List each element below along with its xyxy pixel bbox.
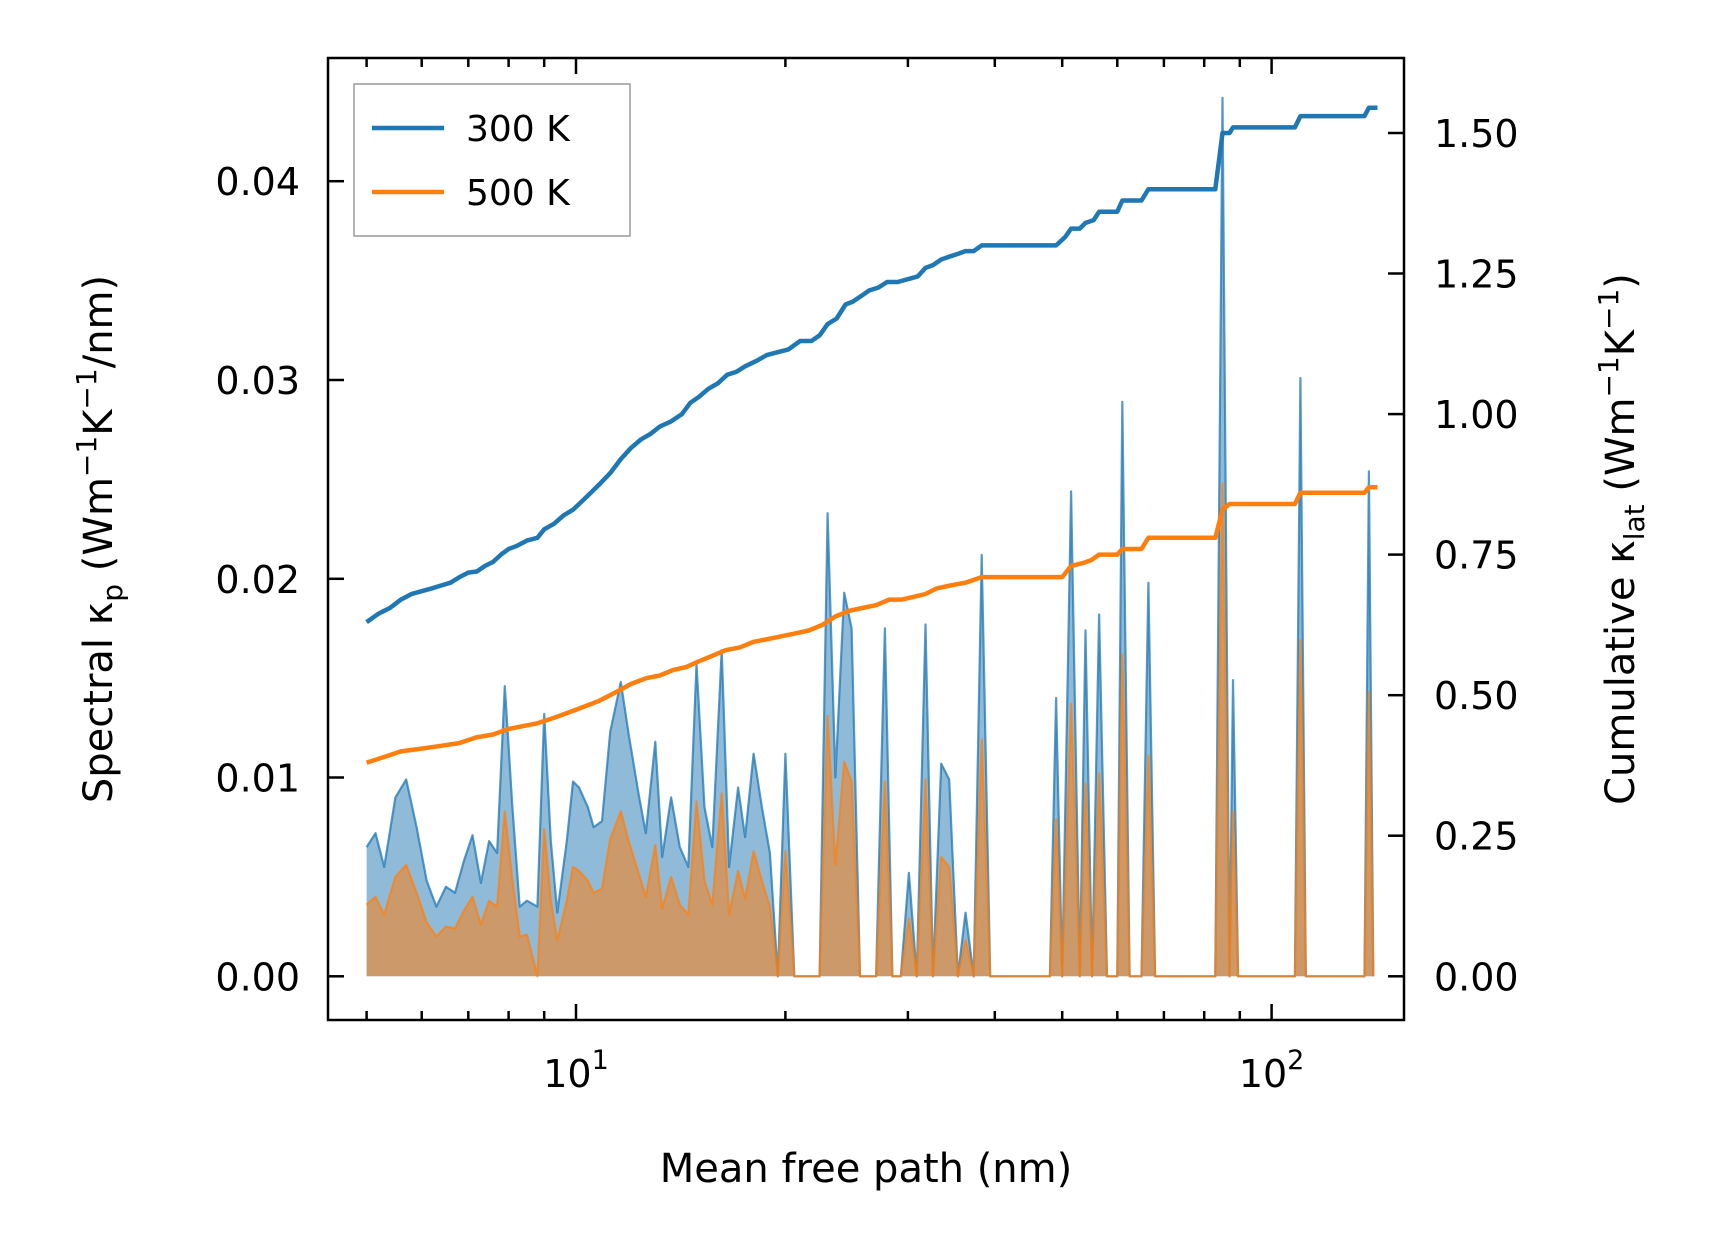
y-right-tick-label: 0.50 xyxy=(1434,674,1519,718)
y-left-tick-label: 0.03 xyxy=(215,359,300,403)
spectral-line-500k xyxy=(365,482,1375,978)
legend: 300 K 500 K xyxy=(353,83,631,237)
plot-frame xyxy=(326,56,1406,1022)
y-right-tick-label: 0.25 xyxy=(1434,815,1519,859)
y-left-tick-label: 0.02 xyxy=(215,558,300,602)
right-axis-title: Cumulative κlat (Wm−1K−1) xyxy=(1592,273,1651,805)
y-left-tick-label: 0.00 xyxy=(215,955,300,999)
cumulative-line-500k xyxy=(365,484,1378,765)
y-right-tick-label: 0.75 xyxy=(1434,534,1519,578)
y-right-tick-label: 0.00 xyxy=(1434,955,1519,999)
y-right-tick-label: 1.25 xyxy=(1434,253,1519,297)
legend-label-300k: 300 K xyxy=(466,109,571,150)
y-left-tick-label: 0.04 xyxy=(215,160,300,204)
legend-frame xyxy=(353,83,631,237)
x-axis-title: Mean free path (nm) xyxy=(660,1146,1072,1192)
spectral-area-500k xyxy=(366,483,1374,977)
x-tick-label: 101 xyxy=(543,1045,609,1096)
legend-label-500k: 500 K xyxy=(466,173,571,214)
y-left-tick-label: 0.01 xyxy=(215,757,300,801)
cumulative-line-300k xyxy=(365,105,1378,624)
left-axis-title: Spectral κp (Wm−1K−1/nm) xyxy=(70,275,129,803)
x-tick-label: 102 xyxy=(1239,1045,1305,1096)
y-right-tick-label: 1.00 xyxy=(1434,393,1519,437)
y-right-tick-label: 1.50 xyxy=(1434,112,1519,156)
